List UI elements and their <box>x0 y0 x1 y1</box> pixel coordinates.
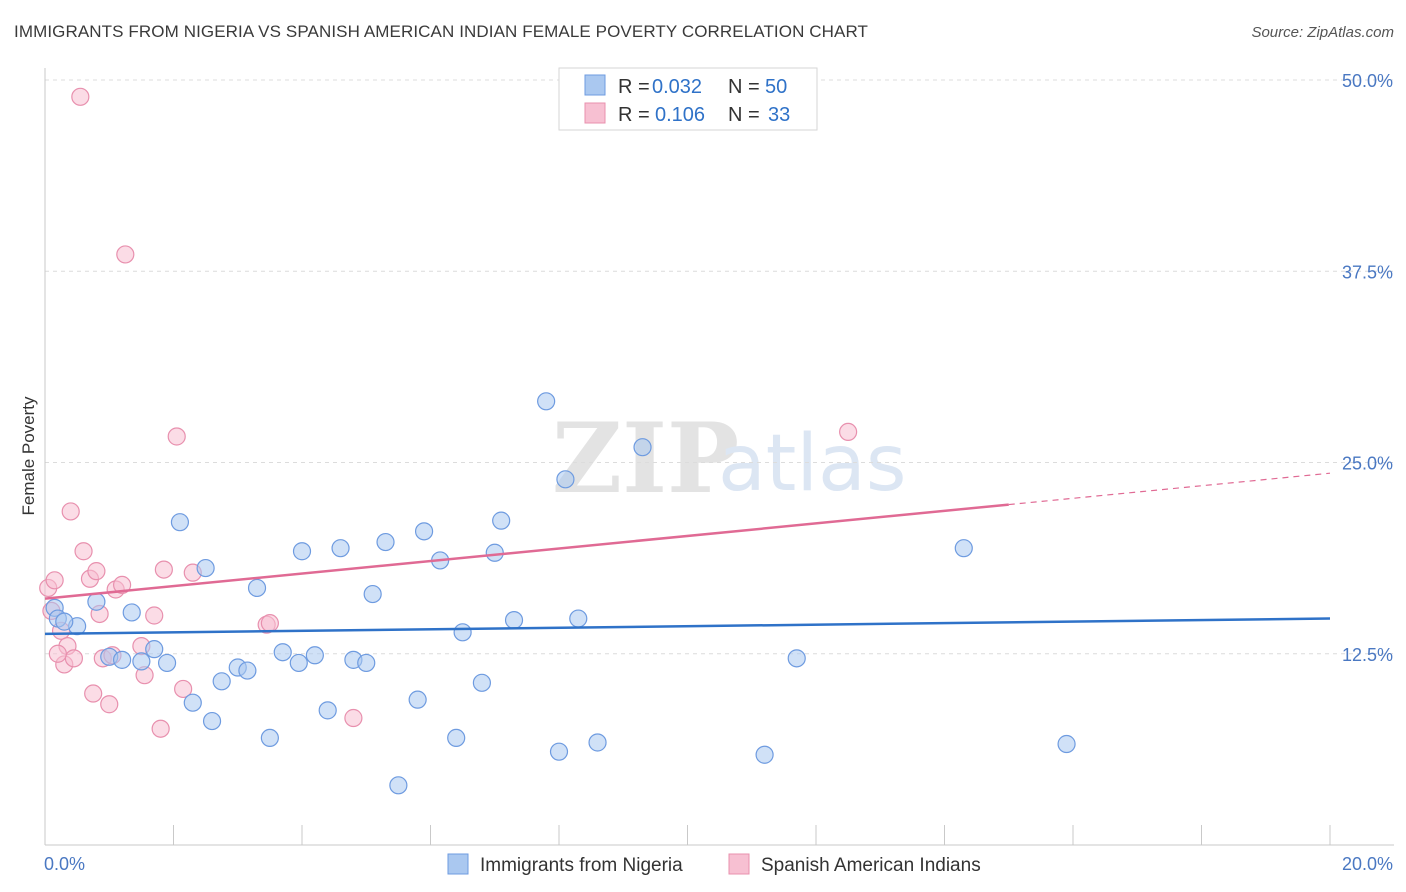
point-spanish-18 <box>112 575 132 595</box>
legend-n-label-nigeria: N = <box>728 76 760 98</box>
legend-r-value-nigeria: 0.032 <box>652 76 702 98</box>
point-nigeria-29 <box>389 776 408 795</box>
point-nigeria-22 <box>305 646 324 665</box>
x-tick-label-max: 20.0% <box>1342 854 1393 874</box>
watermark-zip: ZIP <box>552 402 739 515</box>
point-spanish-8 <box>71 87 90 106</box>
point-spanish-24 <box>154 560 173 579</box>
legend-swatch-spanish-american-indians <box>584 102 606 124</box>
point-nigeria-37 <box>492 511 511 530</box>
point-nigeria-11 <box>183 693 202 712</box>
point-nigeria-49 <box>55 612 74 631</box>
point-nigeria-40 <box>549 742 569 761</box>
point-nigeria-19 <box>273 643 292 662</box>
y-tick-label-1: 25.0% <box>1342 454 1393 474</box>
series-legend: Immigrants from Nigeria Spanish American… <box>447 853 981 876</box>
legend-r-label-spanish: R = <box>618 104 650 126</box>
point-nigeria-20 <box>289 653 308 673</box>
point-nigeria-46 <box>787 649 806 668</box>
point-spanish-12 <box>87 562 106 581</box>
point-nigeria-14 <box>212 672 231 691</box>
point-nigeria-33 <box>447 728 466 748</box>
series-legend-swatch-nigeria <box>447 853 469 875</box>
point-nigeria-27 <box>363 584 382 604</box>
series-legend-label-nigeria: Immigrants from Nigeria <box>480 855 683 876</box>
point-spanish-2 <box>45 571 64 590</box>
point-nigeria-10 <box>170 513 190 532</box>
point-nigeria-30 <box>408 690 427 709</box>
point-nigeria-31 <box>414 522 434 541</box>
point-nigeria-44 <box>633 438 652 457</box>
point-nigeria-6 <box>122 603 141 622</box>
point-nigeria-43 <box>588 733 607 752</box>
point-nigeria-8 <box>145 640 164 659</box>
point-nigeria-45 <box>755 745 774 764</box>
legend-r-value-spanish: 0.106 <box>655 104 705 126</box>
point-spanish-19 <box>116 245 135 264</box>
watermark-atlas: atlas <box>718 419 907 509</box>
chart-title: IMMIGRANTS FROM NIGERIA VS SPANISH AMERI… <box>14 22 869 41</box>
point-nigeria-12 <box>196 558 215 578</box>
gridlines <box>45 79 1394 655</box>
point-nigeria-36 <box>485 543 504 562</box>
legend-n-label-spanish: N = <box>728 104 760 126</box>
point-nigeria-41 <box>556 470 575 489</box>
point-spanish-30 <box>344 708 363 728</box>
point-nigeria-42 <box>569 609 588 628</box>
y-tick-label-3: 50.0% <box>1342 71 1393 91</box>
legend-n-value-nigeria: 50 <box>765 76 787 98</box>
point-nigeria-9 <box>157 653 177 673</box>
point-nigeria-28 <box>376 532 395 552</box>
point-nigeria-21 <box>292 542 312 561</box>
trend-line-0 <box>44 617 1331 636</box>
point-nigeria-18 <box>260 728 279 748</box>
point-nigeria-7 <box>132 652 151 671</box>
source-credit: Source: ZipAtlas.com <box>1251 24 1394 41</box>
stats-legend: R = 0.032 N = 50 R = 0.106 N = 33 <box>558 67 818 131</box>
point-spanish-25 <box>167 427 186 446</box>
legend-n-value-spanish: 33 <box>768 104 790 126</box>
y-tick-labels: 12.5% 25.0% 37.5% 50.0% <box>1342 71 1393 665</box>
point-spanish-6 <box>61 502 80 521</box>
axes <box>44 68 1394 846</box>
point-nigeria-48 <box>1057 734 1076 754</box>
point-nigeria-13 <box>202 711 222 731</box>
point-nigeria-34 <box>453 623 472 642</box>
point-nigeria-26 <box>357 653 376 673</box>
x-tick-labels: 0.0% 20.0% <box>44 854 1393 874</box>
y-tick-label-0: 12.5% <box>1342 645 1393 665</box>
trend-line-extension-1 <box>1008 472 1331 506</box>
point-spanish-9 <box>74 542 93 561</box>
trend-lines <box>44 472 1331 636</box>
y-axis-label: Female Poverty <box>19 396 38 516</box>
point-spanish-22 <box>145 606 164 625</box>
point-spanish-15 <box>100 695 119 714</box>
point-spanish-7 <box>64 649 84 668</box>
point-nigeria-35 <box>472 673 491 692</box>
point-spanish-32 <box>48 644 67 663</box>
point-nigeria-24 <box>331 539 350 558</box>
point-nigeria-3 <box>87 592 106 611</box>
point-spanish-29 <box>260 614 279 633</box>
legend-r-label-nigeria: R = <box>618 76 650 98</box>
point-nigeria-39 <box>537 392 556 411</box>
point-spanish-26 <box>174 679 193 699</box>
point-spanish-31 <box>839 422 858 441</box>
point-nigeria-23 <box>318 701 337 720</box>
x-tick-label-min: 0.0% <box>44 854 85 874</box>
point-spanish-23 <box>151 719 170 738</box>
point-nigeria-38 <box>504 610 524 630</box>
y-tick-label-2: 37.5% <box>1342 262 1393 282</box>
point-nigeria-5 <box>112 650 132 669</box>
legend-swatch-nigeria <box>584 74 606 96</box>
point-nigeria-17 <box>247 578 267 598</box>
point-nigeria-47 <box>954 539 973 558</box>
series-legend-swatch-spanish <box>728 853 750 875</box>
point-nigeria-16 <box>238 661 257 680</box>
trend-line-1 <box>44 503 1009 600</box>
point-spanish-11 <box>84 684 103 703</box>
series-legend-label-spanish: Spanish American Indians <box>761 855 981 876</box>
